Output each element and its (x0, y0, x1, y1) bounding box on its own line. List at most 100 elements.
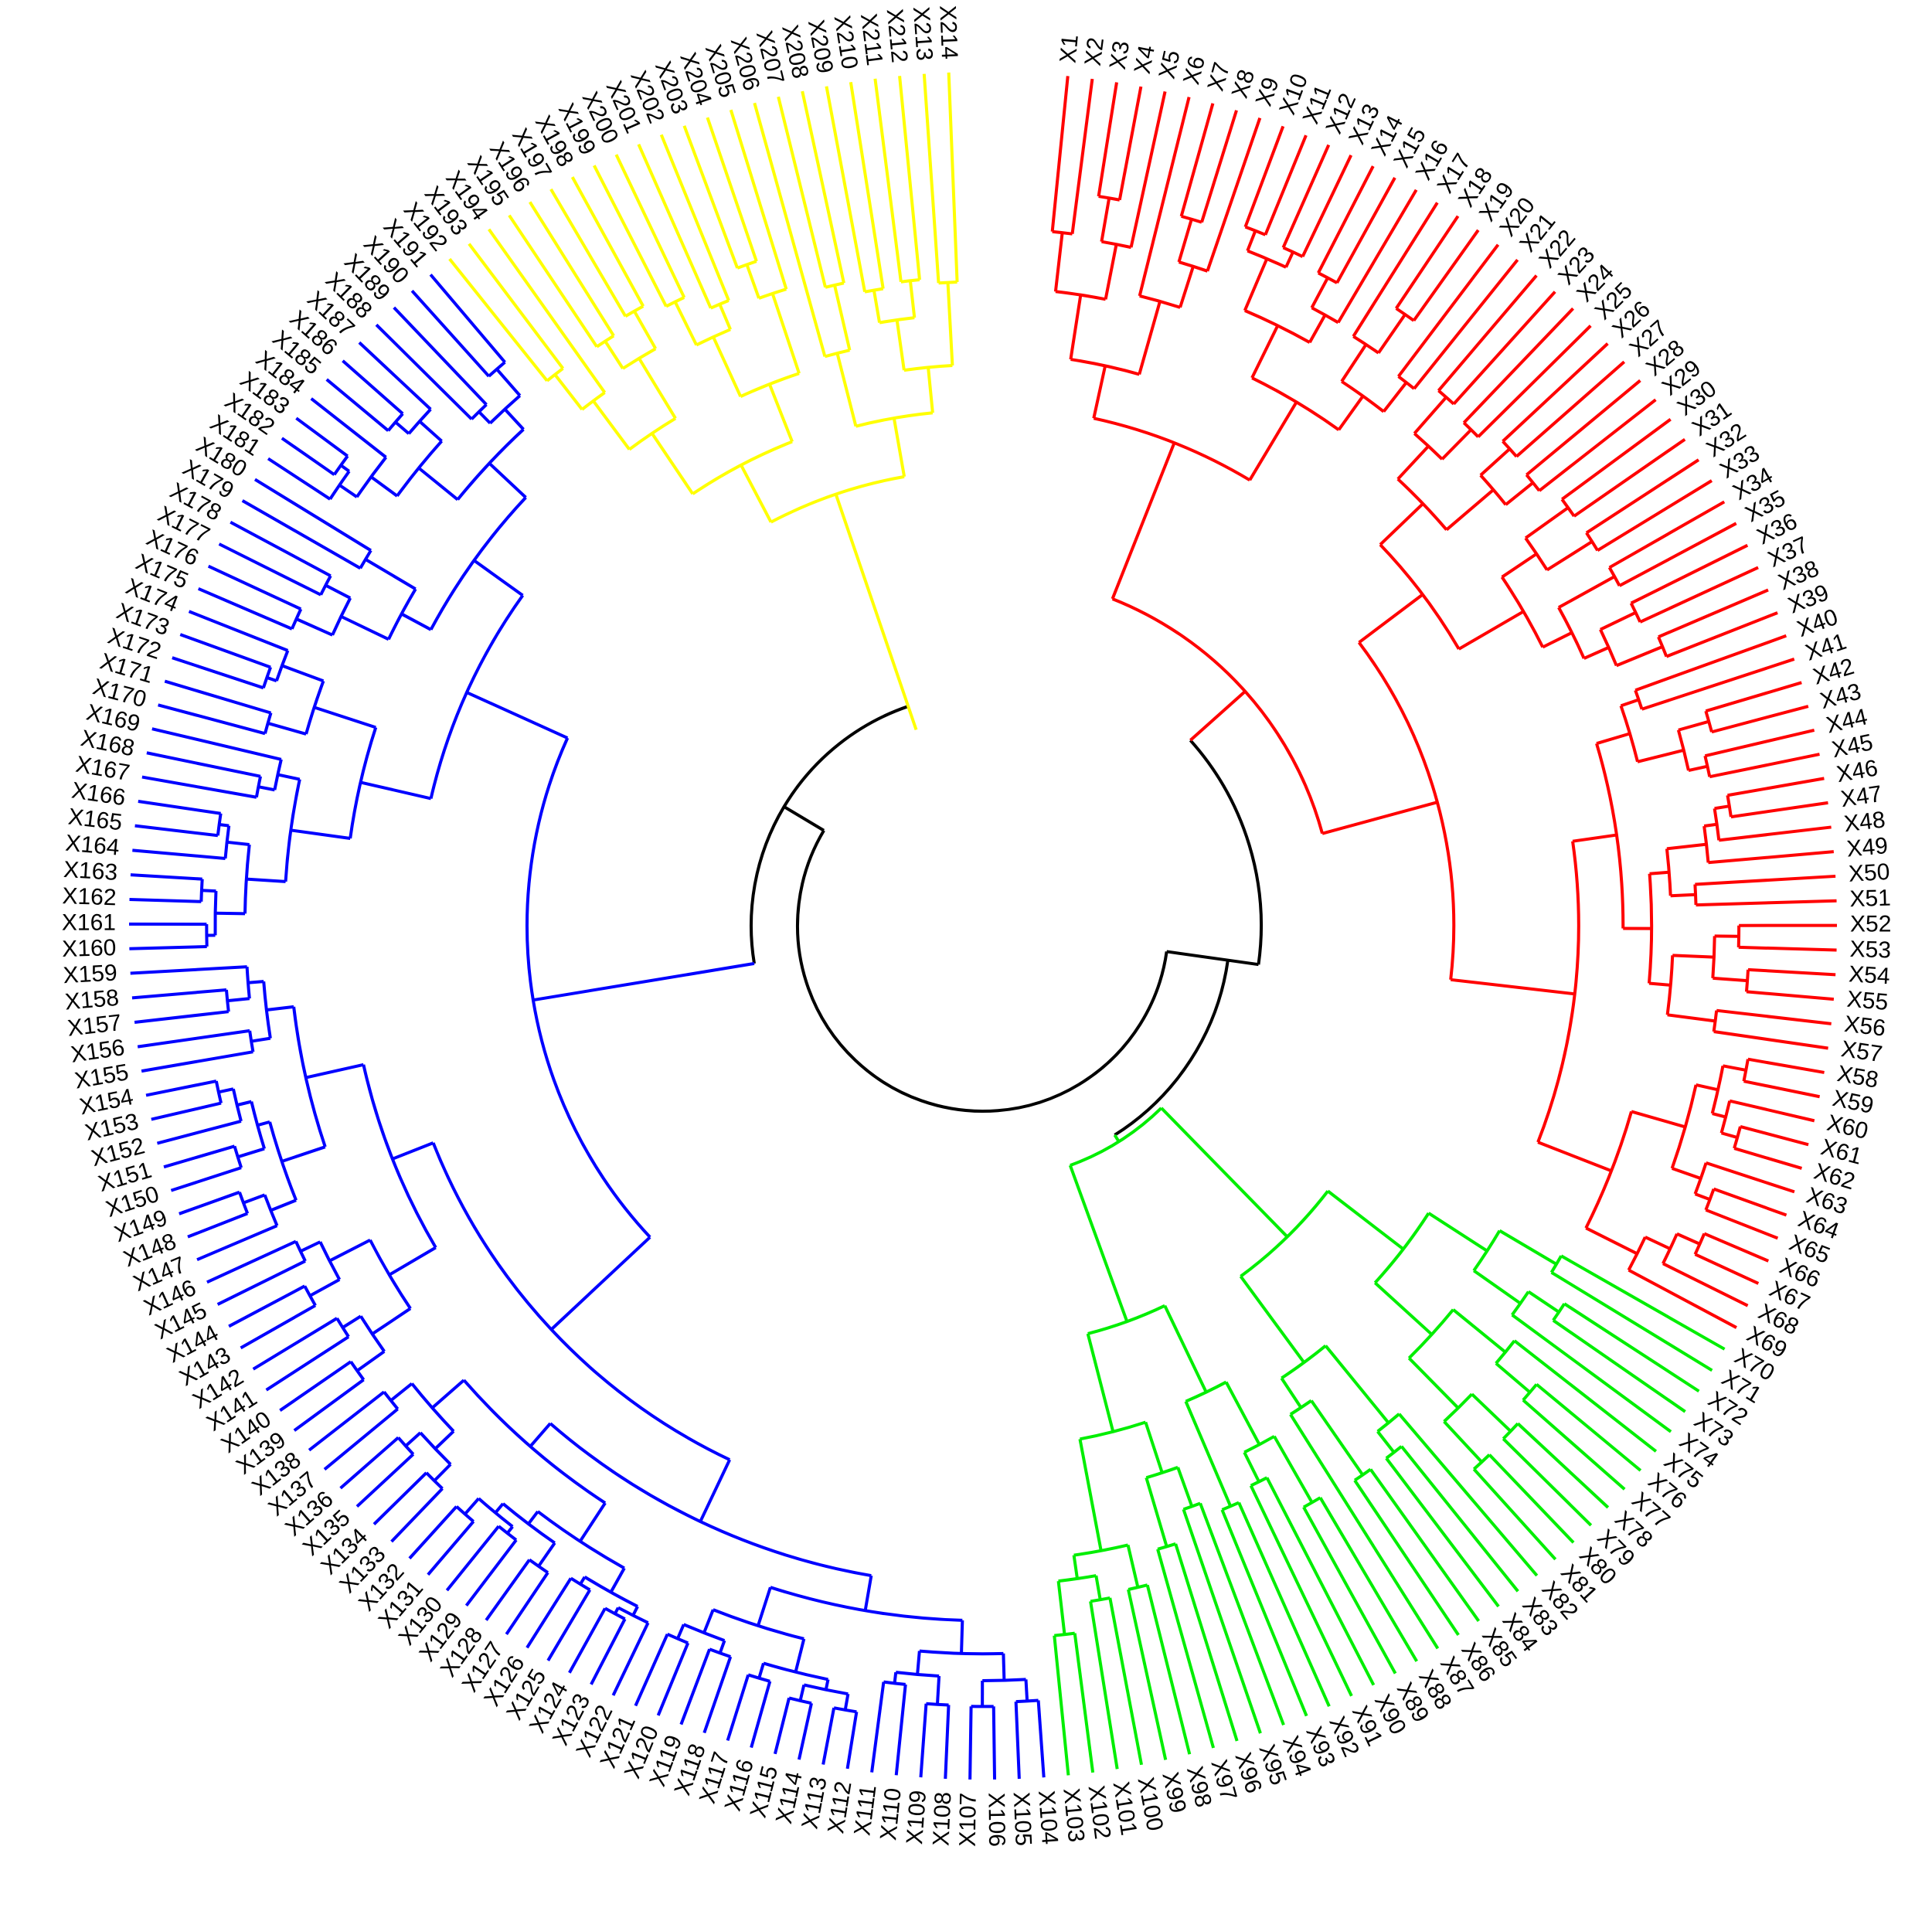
dendrogram-branch (247, 980, 264, 984)
dendrogram-link (331, 597, 352, 636)
dendrogram-branch (673, 301, 698, 346)
dendrogram-link (1073, 1543, 1129, 1557)
dendrogram-branch (1649, 870, 1669, 876)
dendrogram-branch (290, 828, 351, 840)
dendrogram-branch (613, 1606, 620, 1615)
dendrogram-branch (375, 323, 473, 420)
dendrogram-branch (960, 1620, 964, 1654)
dendrogram-branch (1127, 1589, 1168, 1760)
dendrogram-branch (1273, 1435, 1314, 1504)
dendrogram-branch (434, 1430, 455, 1450)
dendrogram-link (292, 1006, 327, 1148)
dendrogram-branch (1561, 418, 1672, 501)
leaf-label: X214 (934, 5, 962, 60)
dendrogram-branch (1641, 658, 1795, 711)
dendrogram-branch (1126, 1544, 1140, 1588)
dendrogram-branch (679, 1648, 712, 1726)
leaf-label: X104 (1033, 1790, 1063, 1845)
dendrogram-branch (1733, 1147, 1803, 1170)
dendrogram-branch (927, 367, 934, 413)
dendrogram-link (583, 1576, 638, 1608)
leaf-label: X164 (64, 831, 121, 861)
dendrogram-branch (1086, 1333, 1115, 1433)
dendrogram-branch (1596, 732, 1631, 746)
dendrogram-branch (338, 484, 358, 498)
dendrogram-branch (611, 1622, 650, 1696)
dendrogram-branch (1036, 1700, 1046, 1778)
dendrogram-branch (305, 1062, 364, 1080)
dendrogram-branch (408, 1505, 458, 1560)
dendrogram-link (250, 1101, 267, 1150)
dendrogram-branch (637, 144, 713, 309)
cluster-stem (834, 493, 918, 730)
dendrogram-branch (388, 1246, 437, 1277)
dendrogram-branch (1327, 1189, 1405, 1251)
dendrogram-branch (146, 751, 261, 778)
dendrogram-branch (323, 1407, 399, 1471)
dendrogram-link (284, 779, 301, 882)
dendrogram-branch (835, 352, 858, 427)
dendrogram-branch (281, 664, 325, 683)
leaf-label: X53 (1849, 937, 1891, 964)
dendrogram-branch (281, 437, 335, 476)
dendrogram-branch (740, 464, 773, 523)
dendrogram-link (318, 1241, 342, 1280)
dendrogram-link (1704, 710, 1713, 733)
dendrogram-branch (757, 1662, 765, 1679)
dendrogram-branch (898, 76, 921, 280)
dendrogram-branch (528, 201, 615, 337)
leaf-label: X49 (1845, 833, 1889, 862)
dendrogram-branch (1452, 291, 1556, 406)
dendrogram-branch (389, 1382, 413, 1402)
dendrogram-branch (568, 1607, 607, 1674)
dendrogram-link (290, 608, 303, 630)
root-link (1114, 960, 1230, 1137)
dendrogram-branch (916, 1651, 921, 1675)
dendrogram-branch (1310, 1399, 1364, 1476)
dendrogram-branch (1536, 1382, 1642, 1472)
dendrogram-branch (1729, 1099, 1815, 1123)
dendrogram-branch (699, 1459, 731, 1522)
dendrogram-link (264, 712, 273, 734)
dendrogram-link (696, 328, 731, 347)
dendrogram-link (462, 1379, 607, 1504)
dendrogram-branch (250, 1036, 271, 1043)
dendrogram-branch (236, 1100, 252, 1107)
dendrogram-link (419, 1431, 452, 1466)
dendrogram-link (1341, 379, 1385, 413)
dendrogram-branch (1637, 748, 1685, 763)
dendrogram-branch (1111, 442, 1176, 600)
dendrogram-branch (1472, 1467, 1557, 1561)
dendrogram-link (1244, 309, 1311, 344)
dendrogram-branch (1050, 76, 1070, 232)
dendrogram-branch (1537, 1141, 1612, 1173)
dendrogram-branch (1634, 634, 1787, 692)
root-arcs (750, 705, 1263, 1137)
dendrogram-branch (1104, 243, 1118, 300)
dendrogram-link (274, 650, 290, 682)
dendrogram-link (359, 549, 372, 570)
dendrogram-link (1629, 602, 1642, 623)
dendrogram-branch (207, 564, 302, 611)
dendrogram-branch (270, 1198, 297, 1212)
dendrogram-branch (134, 1010, 229, 1025)
dendrogram-branch (1524, 506, 1570, 539)
dendrogram-link (1524, 537, 1549, 571)
dendrogram-branch (1631, 1110, 1686, 1129)
dendrogram-branch (1713, 1030, 1828, 1050)
dendrogram-branch (485, 1559, 531, 1621)
leaf-label: X107 (955, 1793, 981, 1848)
dendrogram-branch (1394, 215, 1460, 310)
dendrogram-branch (1321, 801, 1438, 835)
leaf-label: X56 (1843, 1012, 1887, 1042)
dendrogram-branch (1089, 1600, 1119, 1770)
dendrogram-link (303, 1285, 317, 1307)
dendrogram-branch (1281, 144, 1331, 249)
dendrogram-branch (1746, 990, 1835, 1001)
dendrogram-branch (230, 520, 332, 577)
dendrogram-link (1243, 1435, 1275, 1454)
dendrogram-branch (1719, 825, 1832, 842)
dendrogram-branch (1479, 447, 1511, 477)
dendrogram-branch (1014, 1702, 1021, 1780)
dendrogram-branch (339, 464, 350, 473)
